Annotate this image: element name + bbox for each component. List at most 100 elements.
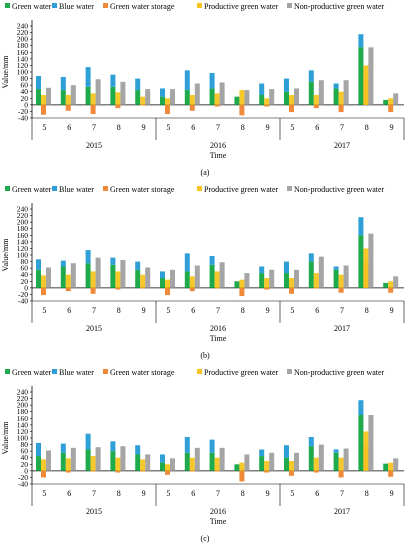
bar-group <box>284 261 299 294</box>
legend-item: Productive green water <box>197 185 279 194</box>
bar-green-water-storage <box>140 287 146 289</box>
bar-green-water-storage <box>115 104 121 109</box>
bar-green-water <box>160 278 165 288</box>
bar-green-water <box>234 96 240 105</box>
bar-non-productive-green-water <box>393 93 399 105</box>
bar-green-water <box>308 261 314 288</box>
bar-group <box>259 266 275 290</box>
bar-green-water-storage <box>313 470 319 473</box>
bar-group <box>284 78 299 113</box>
legend-label: Blue water <box>59 2 94 11</box>
bar-productive-green-water <box>214 457 220 471</box>
x-tick-label: 6 <box>191 489 195 498</box>
y-tick-label: 140 <box>17 54 29 63</box>
y-tick-label: 160 <box>17 231 29 240</box>
y-tick-label: 100 <box>17 251 29 260</box>
bar-green-water <box>209 264 215 288</box>
x-tick-label: 9 <box>266 123 270 132</box>
bar-group <box>135 78 151 106</box>
y-tick-label: 240 <box>17 205 29 214</box>
bar-green-water-storage <box>313 104 319 109</box>
bar-green-water <box>308 446 314 471</box>
panel-label: (c) <box>201 534 210 543</box>
bar-group <box>209 72 225 107</box>
bar-green-water <box>284 91 289 105</box>
bar-productive-green-water <box>289 95 294 105</box>
bar-group <box>383 458 399 477</box>
bar-non-productive-green-water <box>318 256 324 288</box>
legend-label: Green water <box>12 185 52 194</box>
bar-productive-green-water <box>165 464 170 471</box>
bar-green-water-storage <box>41 104 46 115</box>
bar-green-water <box>110 451 116 471</box>
x-tick-label: 9 <box>390 123 394 132</box>
bar-group <box>135 445 151 472</box>
legend-label: Non-productive green water <box>294 368 385 377</box>
bar-green-water-storage <box>90 287 96 294</box>
y-tick-label: 20 <box>21 460 29 469</box>
chart-panel-1: Green water Blue water Green water storage… <box>1 2 405 177</box>
bar-green-water <box>284 273 289 288</box>
bar-non-productive-green-water <box>244 454 250 471</box>
bar-green-water-storage <box>41 470 46 478</box>
legend-item: Productive green water <box>197 2 279 11</box>
bar-non-productive-green-water <box>219 447 225 471</box>
bar-blue-water <box>85 67 91 87</box>
x-year-label: 2017 <box>334 141 350 150</box>
bar-group <box>234 454 250 482</box>
legend-item: Green water storage <box>103 185 175 194</box>
bar-green-water-storage <box>115 470 121 473</box>
bar-green-water-storage <box>388 104 394 113</box>
bar-green-water <box>333 269 339 288</box>
bar-blue-water <box>184 70 190 91</box>
bar-group <box>358 34 374 105</box>
legend-item: Blue water <box>52 2 94 11</box>
x-axis-label: Time <box>210 517 227 526</box>
bar-green-water-storage <box>289 104 294 113</box>
legend: Green water Blue water Green water storage… <box>5 368 385 377</box>
bar-group <box>333 80 349 113</box>
x-tick-label: 8 <box>241 123 245 132</box>
bar-group <box>308 437 324 473</box>
bar-group <box>60 76 76 111</box>
bars <box>36 217 399 297</box>
bar-green-water-storage <box>264 287 270 290</box>
bar-blue-water <box>110 74 116 87</box>
x-year-label: 2015 <box>86 324 102 333</box>
bar-productive-green-water <box>115 271 121 288</box>
y-tick-label: 200 <box>17 218 29 227</box>
bar-blue-water <box>259 266 265 274</box>
y-tick-label: -20 <box>18 107 28 116</box>
bar-non-productive-green-water <box>95 79 101 105</box>
bar-green-water <box>36 89 41 105</box>
legend-item: Green water storage <box>103 2 175 11</box>
bar-group <box>184 437 200 472</box>
panel-label: (b) <box>200 351 210 360</box>
bar-green-water <box>358 47 364 105</box>
bar-green-water-storage <box>388 287 394 293</box>
bar-group <box>209 255 225 289</box>
bar-productive-green-water <box>90 271 96 288</box>
legend-label: Blue water <box>59 368 94 377</box>
legend-swatch-storage <box>103 369 108 374</box>
bar-non-productive-green-water <box>145 454 151 471</box>
legend-label: Green water <box>12 2 52 11</box>
legend-label: Green water storage <box>110 185 175 194</box>
bar-productive-green-water <box>313 457 319 471</box>
bar-group <box>85 433 101 472</box>
bar-green-water <box>209 88 215 105</box>
bar-blue-water <box>85 433 91 450</box>
bar-green-water <box>358 415 364 471</box>
legend-item: Green water <box>5 2 52 11</box>
bar-non-productive-green-water <box>368 47 374 105</box>
bar-productive-green-water <box>338 274 344 288</box>
bar-productive-green-water <box>313 95 319 105</box>
y-tick-label: 80 <box>21 74 29 83</box>
x-tick-label: 6 <box>315 123 319 132</box>
bar-green-water <box>184 452 190 471</box>
y-tick-label: 140 <box>17 420 29 429</box>
x-axis: 5 6 7 8 9 5 6 7 8 9 5 6 7 8 9 2015 2016 2017 <box>31 483 405 516</box>
bar-blue-water <box>259 83 265 95</box>
bar-blue-water <box>259 449 265 457</box>
bar-green-water <box>36 456 41 471</box>
